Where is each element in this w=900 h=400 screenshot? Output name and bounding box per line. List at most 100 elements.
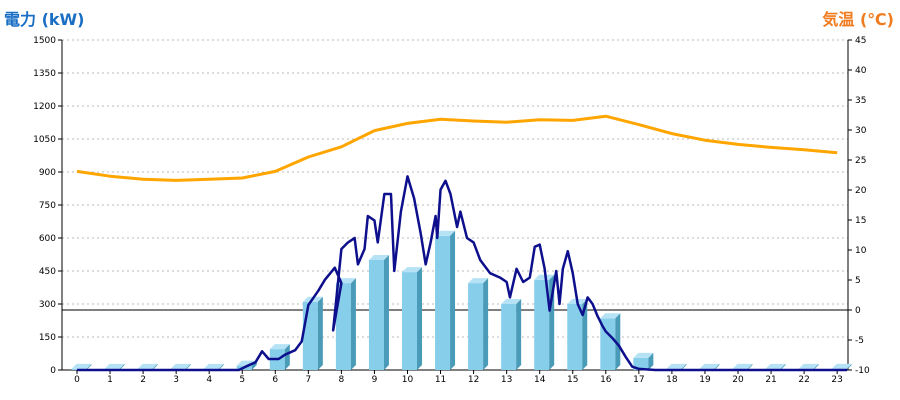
bar-side bbox=[747, 363, 753, 370]
right-tick-label: 25 bbox=[855, 156, 866, 166]
bar-top bbox=[732, 363, 753, 369]
x-tick-label: 15 bbox=[567, 375, 578, 385]
bar-side bbox=[483, 278, 489, 370]
x-tick-label: 19 bbox=[699, 375, 711, 385]
right-tick-label: 10 bbox=[855, 246, 867, 256]
x-tick-label: 0 bbox=[74, 375, 80, 385]
power-bar bbox=[567, 299, 588, 370]
left-tick-label: 450 bbox=[39, 267, 56, 277]
temperature-line bbox=[76, 114, 838, 182]
x-tick-label: 17 bbox=[633, 375, 644, 385]
x-tick-label: 12 bbox=[468, 375, 479, 385]
bar-side bbox=[185, 363, 191, 370]
left-tick-label: 750 bbox=[39, 201, 56, 211]
x-tick-label: 4 bbox=[206, 375, 212, 385]
power-bar bbox=[368, 255, 389, 370]
x-tick-label: 11 bbox=[435, 375, 446, 385]
right-tick-label: 5 bbox=[855, 276, 861, 286]
bar-top bbox=[798, 363, 819, 369]
bar-side bbox=[681, 363, 687, 370]
bar-side bbox=[615, 313, 621, 370]
bar-face bbox=[567, 304, 583, 370]
bar-face bbox=[600, 318, 616, 370]
x-tick-label: 22 bbox=[798, 375, 809, 385]
right-tick-label: 15 bbox=[855, 216, 866, 226]
bar-side bbox=[450, 230, 456, 370]
power-bar bbox=[435, 230, 456, 370]
bar-side bbox=[780, 363, 786, 370]
bar-side bbox=[350, 278, 356, 370]
left-tick-label: 150 bbox=[39, 333, 56, 343]
bar-side bbox=[218, 363, 224, 370]
right-tick-label: 35 bbox=[855, 96, 866, 106]
bar-side bbox=[846, 363, 852, 370]
x-tick-label: 7 bbox=[305, 375, 311, 385]
bar-top bbox=[368, 255, 389, 260]
bar-top bbox=[435, 230, 456, 236]
bar-top bbox=[137, 363, 158, 369]
x-tick-label: 9 bbox=[372, 375, 378, 385]
bar-face bbox=[501, 304, 517, 370]
x-tick-label: 16 bbox=[600, 375, 612, 385]
power-bar bbox=[468, 278, 489, 370]
bar-top bbox=[203, 363, 224, 369]
bar-top bbox=[699, 363, 720, 369]
bar-top bbox=[831, 363, 852, 369]
left-axis-title: 電力 (kW) bbox=[4, 10, 85, 29]
bar-top bbox=[104, 363, 125, 369]
bar-face bbox=[633, 357, 649, 370]
power-bar bbox=[534, 274, 555, 370]
power-bar bbox=[402, 267, 422, 370]
bar-face bbox=[302, 301, 318, 370]
bar-face bbox=[534, 279, 550, 370]
x-tick-label: 14 bbox=[534, 375, 546, 385]
left-tick-label: 300 bbox=[39, 300, 56, 310]
bar-side bbox=[119, 363, 125, 370]
x-tick-label: 5 bbox=[239, 375, 245, 385]
left-tick-label: 1050 bbox=[33, 135, 56, 145]
right-tick-label: -5 bbox=[855, 336, 864, 346]
power-bar bbox=[501, 299, 522, 370]
x-tick-label: 23 bbox=[831, 375, 842, 385]
bar-top bbox=[170, 363, 191, 369]
bar-side bbox=[582, 299, 588, 370]
bar-face bbox=[468, 283, 484, 370]
bar-side bbox=[813, 363, 819, 370]
power-bar bbox=[335, 278, 356, 370]
bar-face bbox=[368, 260, 384, 370]
x-tick-label: 20 bbox=[732, 375, 744, 385]
bar-side bbox=[417, 267, 422, 370]
right-tick-label: 45 bbox=[855, 36, 866, 46]
bar-side bbox=[648, 352, 654, 370]
right-axis-title: 気温 (℃) bbox=[822, 10, 894, 29]
bar-side bbox=[152, 363, 158, 370]
x-tick-label: 2 bbox=[140, 375, 146, 385]
bar-side bbox=[284, 344, 290, 370]
bar-top bbox=[600, 313, 621, 319]
right-tick-label: -10 bbox=[855, 366, 870, 376]
x-tick-label: 6 bbox=[272, 375, 278, 385]
power-bar bbox=[633, 352, 654, 370]
bar-face bbox=[435, 235, 451, 370]
bar-face bbox=[335, 283, 351, 370]
right-tick-label: 20 bbox=[855, 186, 867, 196]
power-trace-line bbox=[77, 175, 848, 372]
bar-top bbox=[269, 344, 290, 350]
bar-side bbox=[714, 363, 720, 370]
right-tick-label: 0 bbox=[855, 306, 861, 316]
left-tick-label: 1350 bbox=[33, 69, 56, 79]
bar-top bbox=[71, 363, 92, 369]
power-bar bbox=[600, 313, 621, 370]
power-bar bbox=[302, 296, 323, 370]
x-tick-label: 18 bbox=[666, 375, 678, 385]
bar-side bbox=[383, 255, 389, 370]
bar-top bbox=[666, 363, 687, 369]
x-tick-label: 3 bbox=[173, 375, 179, 385]
bar-side bbox=[86, 363, 92, 370]
bar-top bbox=[633, 352, 654, 358]
right-tick-label: 30 bbox=[855, 126, 867, 136]
left-tick-label: 1500 bbox=[33, 36, 56, 46]
x-tick-label: 21 bbox=[765, 375, 776, 385]
x-tick-label: 8 bbox=[339, 375, 345, 385]
